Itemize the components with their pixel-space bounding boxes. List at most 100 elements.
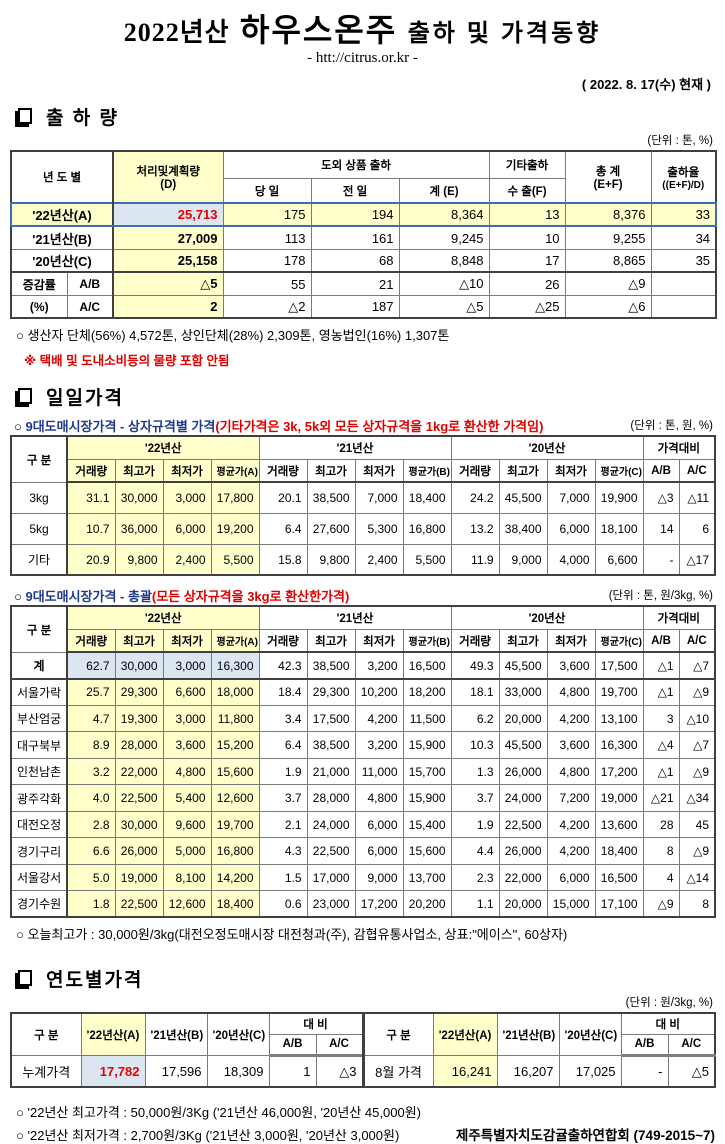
table-cell: 8,364 <box>398 202 490 228</box>
table-cell: △9 <box>678 678 716 706</box>
col-y20-group: '20년산 <box>450 605 644 630</box>
table-cell: 15,200 <box>210 731 260 759</box>
overall-header-row2: 거래량 최고가 최저가 평균가(A) 거래량 최고가 최저가 평균가(B) 거래… <box>11 628 716 654</box>
table-cell: 3,600 <box>546 651 596 680</box>
table-cell: 2.1 <box>258 810 308 839</box>
table-cell: 7,000 <box>546 481 596 514</box>
table-cell: 6.6 <box>66 837 116 865</box>
table-cell: 5,400 <box>162 784 212 812</box>
table-cell: △21 <box>642 784 680 812</box>
table-cell: 4.4 <box>450 837 500 865</box>
table-cell: 6,000 <box>354 810 404 839</box>
yearly-title: 연도별가격 <box>46 970 144 992</box>
row-label: 대전오정 <box>10 810 68 839</box>
table-cell: 16,500 <box>402 651 452 680</box>
table-cell: 14,200 <box>210 863 260 892</box>
today-high-text: 오늘최고가 : 30,000원/3kg(대전오정도매시장 대전청과(주), 감협… <box>27 927 568 943</box>
table-cell: 11,800 <box>210 704 260 733</box>
table-row: 부산엄궁 4.7 19,300 3,000 11,800 3.4 17,500 4,200 11… <box>10 704 716 733</box>
min-price-text: '22년산 최저가격 : 2,700원/3Kg ('21년산 3,000원, '… <box>27 1128 400 1144</box>
overall-header-row1: 구 분 '22년산 '21년산 '20년산 가격대비 <box>10 605 716 653</box>
table-cell: 22,500 <box>114 890 164 918</box>
box-size-price-table: 구 분 '22년산 '21년산 '20년산 가격대비 거래량 최고가 최저가 평… <box>10 435 717 577</box>
table-row: 3kg 31.1 30,000 3,000 17,800 20.1 38,500 7,000 1… <box>10 481 716 514</box>
table-cell: 5,000 <box>162 837 212 865</box>
table-row: '22년산(A) 25,713 175 194 8,364 13 8,376 33 <box>9 202 718 228</box>
table-cell: 9,255 <box>564 225 652 250</box>
table-row: 대구북부 8.9 28,000 3,600 15,200 6.4 38,500 3,200 15… <box>10 731 716 759</box>
table-cell: 2 <box>112 294 224 319</box>
table-cell: △6 <box>564 294 652 319</box>
table-cell: 19,200 <box>210 512 260 545</box>
table-cell: 15,600 <box>402 837 452 865</box>
table-cell: 42.3 <box>258 651 308 680</box>
table-cell: 15,400 <box>402 810 452 839</box>
table-cell: 62.7 <box>66 651 116 680</box>
daily-sub2-paren: (모든 상자규격을 3kg로 환산한가격) <box>151 589 350 605</box>
table-cell: 3 <box>642 704 680 733</box>
table-cell: 16,500 <box>594 863 644 892</box>
table-cell: 3,000 <box>162 704 212 733</box>
box-header-row2: 거래량 최고가 최저가 평균가(A) 거래량 최고가 최저가 평균가(B) 거래… <box>11 458 716 484</box>
table-cell: 18,400 <box>594 837 644 865</box>
table-row: '21년산(B) 27,009 113 161 9,245 10 9,255 34 <box>10 225 717 250</box>
table-cell: 22,000 <box>114 757 164 786</box>
table-cell: 10.7 <box>66 512 116 545</box>
table-cell: 18.1 <box>450 678 500 706</box>
table-row: '20년산(C) 25,158 178 68 8,848 17 8,865 35 <box>10 248 717 274</box>
table-cell: △5 <box>667 1054 716 1088</box>
row-label: 대구북부 <box>10 731 68 759</box>
table-cell: 161 <box>310 225 400 250</box>
table-cell: 9,600 <box>162 810 212 839</box>
table-cell: 45,500 <box>498 731 548 759</box>
col-high: 최고가 <box>498 628 548 654</box>
overall-price-table: 구 분 '22년산 '21년산 '20년산 가격대비 거래량 최고가 최저가 평… <box>10 605 717 919</box>
yearly-header-row1: 구 분 '22년산(A) '21년산(B) '20년산(C) 대 비 구 분 '… <box>10 1012 716 1056</box>
table-cell: 10.3 <box>450 731 500 759</box>
table-cell: △7 <box>678 651 716 680</box>
table-cell: 19,900 <box>594 481 644 514</box>
col-total-line2: (E+F) <box>593 179 623 192</box>
table-cell: 30,000 <box>114 651 164 680</box>
row-label: 인천남촌 <box>10 757 68 786</box>
table-cell: 27,009 <box>112 225 224 250</box>
table-cell: 11,500 <box>402 704 452 733</box>
table-cell: △3 <box>315 1054 364 1088</box>
table-cell: 13,600 <box>594 810 644 839</box>
table-cell: 7,200 <box>546 784 596 812</box>
table-cell: 16,241 <box>432 1054 498 1088</box>
circle-bullet-icon: ○ <box>16 328 24 344</box>
shipment-header-row2: 당 일 전 일 계 (E) 수 출(F) <box>11 177 716 204</box>
yearly-section-heading: 연도별가격 <box>12 965 715 992</box>
table-cell: 9,000 <box>354 863 404 892</box>
section-square-icon <box>18 969 32 986</box>
table-cell: - <box>620 1054 669 1088</box>
shipment-header-row1: 년 도 별 처리및계획량 (D) 도외 상품 출하 기타출하 총 계 (E+F)… <box>10 150 717 204</box>
table-cell: 24,000 <box>306 810 356 839</box>
row-label: 계 <box>10 651 68 680</box>
table-cell: 22,500 <box>114 784 164 812</box>
max-price-note: ○ '22년산 최고가격 : 50,000원/3Kg ('21년산 46,000… <box>16 1102 421 1121</box>
table-cell: 17,025 <box>558 1054 622 1088</box>
col-cmp-group: 대 비 <box>268 1012 364 1035</box>
table-row: 5kg 10.7 36,000 6,000 19,200 6.4 27,600 5,300 16… <box>10 512 716 545</box>
table-cell: 18,000 <box>210 678 260 706</box>
table-cell: 18.4 <box>258 678 308 706</box>
col-high: 최고가 <box>306 628 356 654</box>
section-square-icon <box>18 387 32 404</box>
col-gubun: 구 분 <box>10 435 68 483</box>
table-cell: 4.7 <box>66 704 116 733</box>
title-product: 하우스온주 <box>240 12 398 48</box>
table-cell: 8,100 <box>162 863 212 892</box>
table-cell: 27,600 <box>306 512 356 545</box>
table-cell: 3.7 <box>258 784 308 812</box>
col-gubun: 구 분 <box>361 1012 434 1056</box>
col-vol: 거래량 <box>450 628 500 654</box>
table-cell: 1.9 <box>450 810 500 839</box>
table-cell: 28,000 <box>114 731 164 759</box>
table-cell: 13,700 <box>402 863 452 892</box>
table-cell: 29,300 <box>114 678 164 706</box>
table-cell: △5 <box>398 294 490 319</box>
col-y22-group: '22년산 <box>66 435 260 460</box>
table-cell: 55 <box>222 271 312 296</box>
